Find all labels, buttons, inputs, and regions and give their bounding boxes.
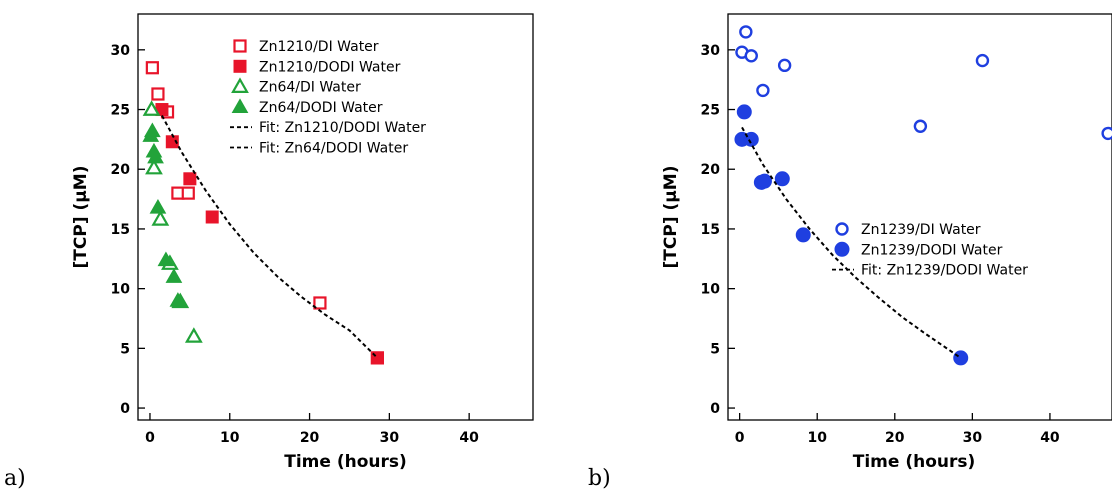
- legend-marker-symbol: [231, 77, 249, 93]
- x-tick-label: 10: [220, 430, 240, 446]
- legend-entry-label: Zn1210/DI Water: [259, 39, 379, 55]
- data-point: [975, 53, 990, 68]
- x-tick-label: 0: [735, 430, 745, 446]
- legend: Zn1239/DI Water Zn1239/DODI Water Fit: Zn1…: [832, 222, 1028, 279]
- data-point: [147, 148, 164, 164]
- y-tick-label: 30: [111, 43, 131, 59]
- y-tick-label: 20: [701, 162, 721, 178]
- data-point: [144, 122, 161, 138]
- data-point: [739, 25, 753, 39]
- x-tick-label: 20: [885, 430, 905, 446]
- legend-entry-label: Fit: Zn64/DODI Water: [259, 141, 408, 157]
- legend-entry-label: Zn1239/DODI Water: [861, 242, 1003, 258]
- y-tick-label: 25: [111, 103, 130, 119]
- x-tick-label: 40: [1040, 430, 1060, 446]
- x-axis-label: Time (hours): [284, 452, 407, 472]
- legend-entry-label: Zn1210/DODI Water: [259, 59, 401, 75]
- data-point: [183, 172, 197, 186]
- data-point: [736, 104, 752, 120]
- data-point: [142, 100, 161, 116]
- legend-marker-symbol: [233, 59, 247, 73]
- panel-a-chart: 0 5 10 15 20 25 30 0 10 20 30 40 Time (hours) [TCP] (…: [71, 13, 534, 472]
- y-tick-label: 15: [701, 222, 720, 238]
- legend-entry-label: Fit: Zn1239/DODI Water: [861, 263, 1028, 279]
- x-tick-label: 40: [459, 430, 479, 446]
- y-axis-label: [TCP] (µM): [71, 166, 91, 269]
- data-point: [151, 210, 170, 226]
- data-point: [1101, 126, 1112, 141]
- legend: Zn1210/DI Water Zn1210/DODI Water Zn64/DI …: [230, 39, 426, 157]
- data-point: [756, 173, 772, 189]
- legend-marker-symbol: [835, 222, 849, 236]
- data-point: [145, 158, 163, 175]
- plot-frame: [727, 13, 1112, 421]
- panel-a-letter: a): [4, 466, 26, 491]
- x-tick-label: 0: [145, 430, 155, 446]
- data-point: [205, 210, 219, 224]
- plot-area: [142, 61, 384, 365]
- legend-marker-symbol: [233, 39, 247, 53]
- panel-b-letter: b): [588, 466, 611, 491]
- plot-frame: [137, 13, 534, 421]
- fit-curve: [741, 126, 962, 359]
- data-point: [953, 350, 969, 366]
- data-point: [165, 268, 183, 283]
- y-tick-label: 30: [701, 43, 721, 59]
- data-point: [774, 171, 790, 187]
- panel-b-chart: 0 5 10 15 20 25 30 0 10 20 30 40 Time (hours) [TCP] (…: [661, 13, 1112, 472]
- fit-curve: [161, 115, 379, 359]
- legend-entry-label: Zn64/DODI Water: [259, 100, 383, 116]
- legend-entry-label: Fit: Zn1210/DODI Water: [259, 120, 426, 136]
- x-tick-label: 30: [380, 430, 400, 446]
- y-tick-label: 20: [111, 162, 131, 178]
- y-tick-label: 10: [701, 282, 721, 298]
- legend-marker-symbol: [231, 98, 249, 114]
- data-point: [181, 186, 195, 200]
- x-tick-label: 10: [807, 430, 827, 446]
- y-tick-label: 5: [710, 341, 720, 357]
- x-tick-label: 30: [963, 430, 983, 446]
- legend-entry-label: Zn1239/DI Water: [861, 222, 981, 238]
- data-point: [756, 83, 770, 98]
- data-point: [169, 292, 187, 307]
- y-axis-label: [TCP] (µM): [661, 166, 681, 269]
- legend-marker-symbol: [834, 241, 850, 257]
- y-tick-label: 15: [111, 222, 130, 238]
- data-point: [795, 227, 811, 243]
- data-point: [744, 49, 758, 63]
- data-point: [313, 296, 327, 310]
- y-tick-label: 0: [120, 401, 130, 417]
- data-point: [184, 327, 203, 343]
- plot-area: [734, 25, 1112, 366]
- legend-entry-label: Zn64/DI Water: [259, 80, 361, 96]
- data-point: [149, 198, 167, 214]
- y-tick-label: 10: [111, 282, 131, 298]
- data-point: [151, 87, 165, 101]
- y-tick-label: 0: [710, 401, 720, 417]
- data-point: [145, 61, 159, 75]
- x-tick-label: 20: [300, 430, 320, 446]
- data-point: [777, 58, 792, 73]
- data-point: [157, 251, 175, 267]
- x-axis-label: Time (hours): [853, 452, 976, 472]
- y-tick-label: 25: [701, 103, 720, 119]
- data-point: [913, 119, 928, 133]
- y-tick-label: 5: [120, 341, 130, 357]
